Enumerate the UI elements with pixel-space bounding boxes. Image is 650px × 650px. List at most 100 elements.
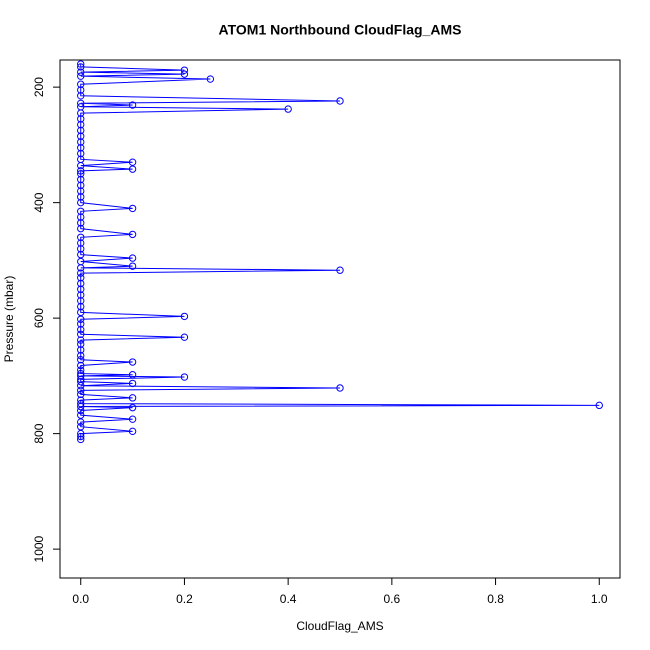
data-point xyxy=(77,63,85,71)
data-point xyxy=(77,423,85,431)
data-point xyxy=(77,315,85,323)
data-point xyxy=(77,285,85,293)
data-point xyxy=(77,279,85,288)
data-point xyxy=(128,101,137,109)
data-point xyxy=(284,105,292,113)
data-point xyxy=(180,333,189,341)
data-point xyxy=(77,207,85,215)
data-point xyxy=(77,193,85,201)
data-line xyxy=(80,64,600,440)
data-point xyxy=(77,402,85,411)
data-point xyxy=(128,358,137,366)
data-point xyxy=(77,115,85,123)
data-point xyxy=(77,233,85,241)
plot-frame xyxy=(59,59,621,579)
data-point xyxy=(77,187,85,195)
data-point xyxy=(77,381,85,390)
data-point xyxy=(77,60,85,68)
data-point xyxy=(77,219,85,227)
data-point xyxy=(77,269,85,277)
data-point xyxy=(77,418,85,426)
data-point xyxy=(77,372,85,380)
data-point xyxy=(77,224,85,233)
data-point xyxy=(77,250,85,259)
y-axis-label: Pressure (mbar) xyxy=(2,276,16,363)
data-point xyxy=(77,274,85,282)
data-point xyxy=(77,149,85,158)
data-point xyxy=(77,336,85,344)
data-point xyxy=(128,204,137,213)
data-point xyxy=(77,161,85,170)
data-point xyxy=(77,138,85,146)
data-point xyxy=(77,264,85,272)
data-point xyxy=(128,415,137,423)
data-point xyxy=(77,351,85,360)
data-point xyxy=(180,66,189,74)
data-point xyxy=(128,230,137,239)
data-point xyxy=(595,401,603,410)
data-point xyxy=(77,386,85,395)
data-point xyxy=(77,302,85,311)
data-point xyxy=(77,406,85,415)
data-point xyxy=(77,213,85,221)
data-point xyxy=(128,158,137,166)
data-point xyxy=(336,97,344,105)
data-point xyxy=(77,109,85,117)
data-point xyxy=(128,427,137,436)
data-point xyxy=(77,320,85,328)
data-point xyxy=(128,379,137,388)
data-point xyxy=(77,308,85,317)
y-tick-label: 1000 xyxy=(32,535,46,562)
data-point xyxy=(128,254,137,262)
y-tick-label: 200 xyxy=(32,77,46,97)
data-point xyxy=(206,75,215,83)
data-point xyxy=(77,369,85,378)
data-point xyxy=(336,266,344,274)
data-point xyxy=(77,167,85,175)
data-point xyxy=(77,126,85,135)
x-tick-label: 0.4 xyxy=(280,592,297,606)
data-point xyxy=(77,346,85,354)
y-tick-label: 400 xyxy=(32,192,46,212)
data-point xyxy=(336,384,344,392)
data-point xyxy=(77,132,85,140)
data-point xyxy=(77,170,85,178)
data-point xyxy=(77,429,85,438)
data-point xyxy=(77,399,85,408)
data-point xyxy=(128,165,137,173)
data-point xyxy=(77,99,85,108)
data-point xyxy=(180,70,189,78)
x-tick-label: 0.6 xyxy=(384,592,401,606)
data-point xyxy=(77,80,85,88)
data-point xyxy=(128,371,137,379)
data-point xyxy=(180,373,189,381)
data-point xyxy=(77,198,85,207)
data-point xyxy=(77,340,85,348)
data-point xyxy=(77,361,85,370)
data-point xyxy=(77,144,85,152)
data-point xyxy=(77,175,85,184)
data-point xyxy=(77,366,85,374)
data-point xyxy=(128,403,137,412)
x-tick-label: 0.8 xyxy=(487,592,504,606)
data-point xyxy=(77,297,85,305)
data-point xyxy=(77,86,85,94)
data-point xyxy=(77,291,85,299)
data-point xyxy=(77,411,85,419)
data-point xyxy=(77,72,85,80)
x-axis-label: CloudFlag_AMS xyxy=(296,619,383,633)
data-point xyxy=(77,92,85,100)
data-point xyxy=(77,330,85,339)
data-point xyxy=(128,262,137,270)
data-point xyxy=(77,432,85,441)
data-point xyxy=(77,377,85,386)
y-tick-label: 600 xyxy=(32,308,46,328)
data-point xyxy=(77,239,85,247)
data-point xyxy=(77,68,85,76)
data-point xyxy=(180,312,189,321)
x-tick-label: 1.0 xyxy=(591,592,608,606)
data-point xyxy=(77,435,85,444)
data-point xyxy=(77,181,85,190)
